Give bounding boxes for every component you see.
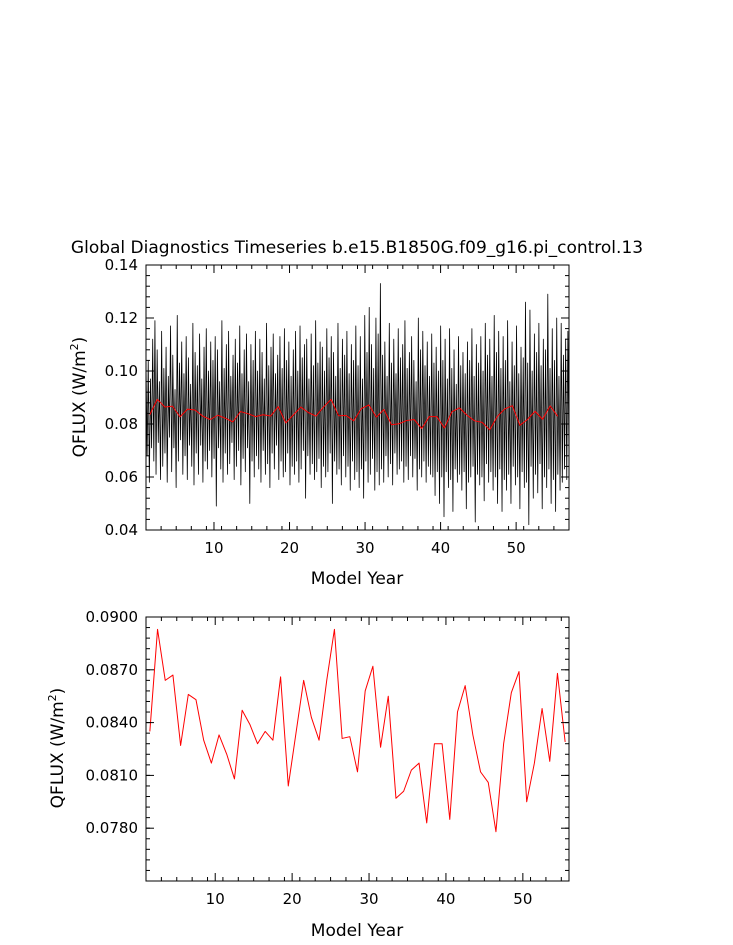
bottom-x-tick-label: 50 — [513, 890, 532, 908]
top-x-tick-label: 50 — [507, 539, 526, 557]
top-x-tick-label: 10 — [204, 539, 223, 557]
top-x-tick-label: 40 — [431, 539, 450, 557]
bottom-x-tick-label: 40 — [436, 890, 455, 908]
top-panel: Global Diagnostics Timeseries b.e15.B185… — [68, 238, 643, 589]
bottom-y-axis-label: QFLUX (W/m2) — [46, 688, 68, 809]
bottom-x-tick-label: 10 — [206, 890, 225, 908]
top-y-tick-label: 0.04 — [105, 521, 138, 539]
bottom-panel: 10 20 30 40 50 0.0780 0.0810 0.0840 0.0870 0.0900… — [46, 608, 570, 941]
top-y-tick-label: 0.08 — [105, 415, 138, 433]
top-series-line-1 — [149, 398, 559, 431]
top-chart-title: Global Diagnostics Timeseries b.e15.B185… — [71, 238, 643, 258]
bottom-y-tick-label: 0.0840 — [86, 714, 139, 732]
top-series-layer — [145, 283, 570, 526]
top-x-tick-label: 30 — [356, 539, 375, 557]
bottom-y-tick-label: 0.0810 — [86, 766, 139, 784]
top-y-tick-label: 0.14 — [105, 256, 138, 274]
bottom-plot-frame — [145, 616, 570, 882]
bottom-x-tick-label: 30 — [359, 890, 378, 908]
top-y-axis-label: QFLUX (W/m2) — [68, 337, 90, 458]
top-series-line-0 — [145, 283, 570, 526]
top-y-tick-label: 0.06 — [105, 468, 138, 486]
top-x-tick-label: 20 — [280, 539, 299, 557]
bottom-axis-ticks: 10 20 30 40 50 0.0780 0.0810 0.0840 0.0870 0.0900 — [86, 608, 569, 908]
top-x-axis-label: Model Year — [311, 569, 403, 589]
top-y-tick-label: 0.12 — [105, 309, 138, 327]
top-axis-ticks: 10 20 30 40 50 0.04 0.06 0.08 0.10 0.12 0.14 — [105, 256, 570, 557]
bottom-y-tick-label: 0.0780 — [86, 819, 139, 837]
bottom-series-line-0 — [149, 628, 566, 833]
top-y-tick-label: 0.10 — [105, 362, 138, 380]
bottom-series-layer — [149, 628, 566, 833]
bottom-x-tick-label: 20 — [283, 890, 302, 908]
bottom-y-tick-label: 0.0900 — [86, 608, 139, 626]
bottom-y-tick-label: 0.0870 — [86, 661, 139, 679]
bottom-x-axis-label: Model Year — [311, 921, 403, 941]
